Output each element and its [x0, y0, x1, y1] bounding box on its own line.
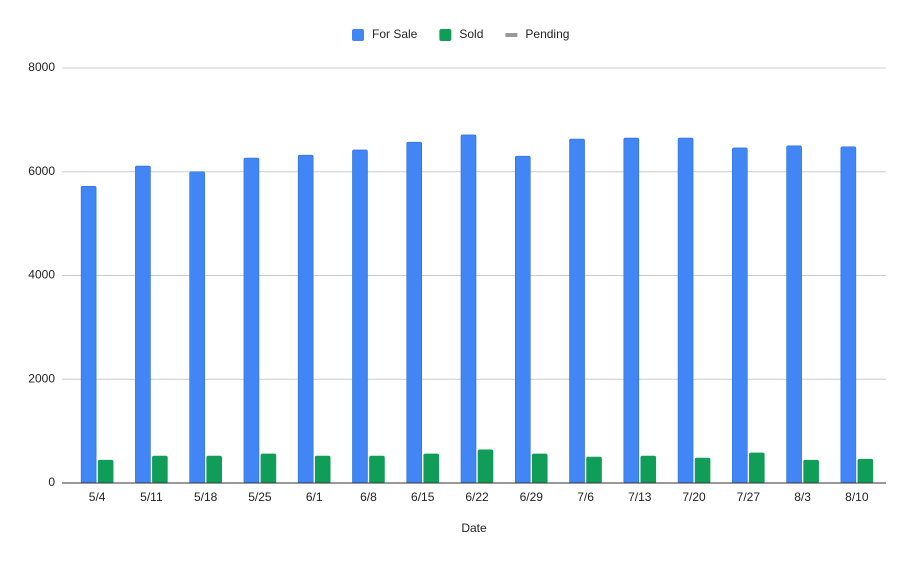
- bar: [97, 459, 114, 484]
- bar: [152, 455, 168, 484]
- x-axis-title: Date: [461, 521, 487, 535]
- legend-label: For Sale: [372, 27, 418, 41]
- x-tick-label: 8/3: [794, 490, 811, 504]
- x-tick-label: 5/18: [194, 490, 218, 504]
- bar: [677, 137, 694, 484]
- x-tick-label: 5/4: [89, 490, 106, 504]
- y-tick-label: 8000: [28, 60, 55, 74]
- x-tick-label: 7/27: [737, 490, 761, 504]
- x-tick-label: 7/13: [628, 490, 652, 504]
- legend-swatch: [505, 33, 518, 37]
- x-tick-label: 6/8: [360, 490, 377, 504]
- legend-swatch: [352, 29, 364, 41]
- bar: [423, 453, 440, 484]
- bar: [640, 455, 657, 484]
- bar: [531, 453, 548, 484]
- bar: [857, 458, 874, 484]
- bar: [314, 455, 331, 484]
- bar: [352, 149, 368, 484]
- bar: [514, 155, 531, 484]
- x-tick-label: 7/20: [682, 490, 706, 504]
- bar: [840, 146, 857, 484]
- bar: [732, 147, 748, 484]
- bar: [206, 455, 222, 484]
- bar: [460, 134, 477, 484]
- y-tick-label: 2000: [28, 371, 55, 385]
- bar: [694, 457, 711, 484]
- bar: [243, 157, 260, 484]
- bar: [786, 145, 802, 484]
- bar: [623, 137, 640, 484]
- bar: [297, 154, 314, 484]
- legend-swatch: [439, 29, 452, 41]
- legend-label: Pending: [525, 27, 569, 41]
- x-tick-label: 5/25: [248, 490, 272, 504]
- x-tick-label: 5/11: [140, 490, 163, 504]
- x-tick-label: 7/6: [577, 490, 594, 504]
- bar: [135, 165, 151, 484]
- x-tick-label: 8/10: [845, 490, 869, 504]
- bar: [189, 171, 205, 484]
- x-tick-label: 6/22: [465, 490, 489, 504]
- bar: [586, 456, 602, 484]
- legend-label: Sold: [459, 27, 483, 41]
- x-tick-label: 6/1: [306, 490, 323, 504]
- bar: [406, 141, 423, 484]
- bar: [477, 449, 494, 484]
- y-tick-label: 4000: [28, 268, 55, 282]
- bar: [80, 185, 97, 484]
- bar: [369, 455, 385, 484]
- bar: [569, 138, 585, 484]
- x-tick-label: 6/15: [411, 490, 435, 504]
- bar: [803, 459, 819, 484]
- x-tick-label: 6/29: [520, 490, 544, 504]
- y-tick-label: 0: [48, 475, 55, 489]
- bar: [260, 453, 277, 484]
- bar: [749, 452, 765, 484]
- y-tick-label: 6000: [28, 164, 55, 178]
